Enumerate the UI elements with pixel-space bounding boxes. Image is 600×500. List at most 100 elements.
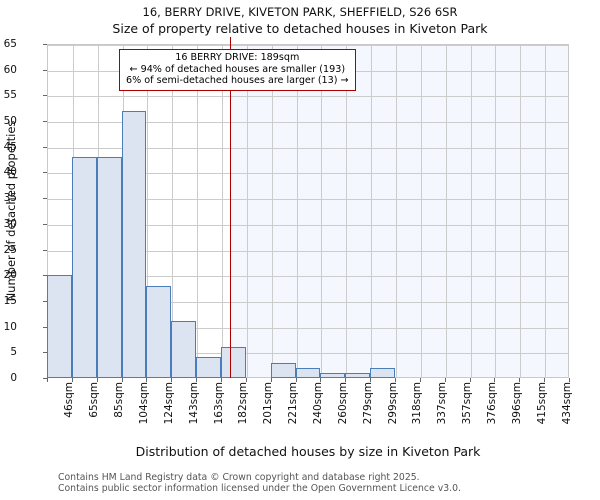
x-axis-tick-label: 260sqm [336,382,349,425]
grid-line-horizontal [48,301,568,303]
x-axis-tick-mark [295,378,297,382]
grid-line-horizontal [48,96,568,98]
footer-line-1: Contains HM Land Registry data © Crown c… [58,472,420,483]
grid-line-vertical [545,45,547,377]
y-axis-title: Number of detached properties [4,120,18,302]
grid-line-horizontal [48,122,568,124]
grid-line-horizontal [48,147,568,149]
x-axis-tick-mark [419,378,421,382]
y-axis-tick-label: 20 [3,269,17,282]
bar-series [47,44,569,378]
histogram-bar [370,367,395,378]
y-axis-tick-label: 30 [3,217,17,230]
histogram-bar [270,362,296,378]
footer-attribution: Contains HM Land Registry data © Crown c… [58,472,461,494]
x-axis-tick-label: 240sqm [312,382,324,425]
grid-line-vertical [396,45,397,377]
x-axis-tick-mark [196,378,198,382]
x-axis-tick-label: 143sqm [187,382,200,425]
x-axis-tick-mark [320,378,322,382]
x-axis-tick-mark [544,378,546,382]
x-axis-tick-mark [444,378,446,382]
y-axis-tick-label: 45 [3,140,17,153]
histogram-bar [171,321,197,378]
x-axis-tick-mark [494,378,496,382]
grid-line-vertical [222,45,223,377]
x-axis-tick-mark [469,378,471,382]
x-axis-tick-label: 104sqm [138,382,150,425]
y-axis-tick-label: 65 [3,38,17,50]
page-title: 16, BERRY DRIVE, KIVETON PARK, SHEFFIELD… [142,5,458,19]
x-axis-tick-mark [519,378,521,382]
y-axis-tick-label: 55 [3,89,17,102]
y-axis-tick-label: 10 [3,320,17,333]
y-axis-tick-label: 50 [3,115,17,128]
x-axis-tick-label: 337sqm [436,382,449,425]
x-axis-title: Distribution of detached houses by size … [135,444,481,459]
histogram-bar [47,275,72,378]
y-axis-tick-label: 25 [3,243,17,256]
x-axis-tick-mark [121,378,123,382]
x-axis-tick-label: 434sqm [560,382,573,425]
x-axis-tick-mark [171,378,173,382]
x-axis-tick-label: 46sqm [63,382,76,418]
chart-header: 16, BERRY DRIVE, KIVETON PARK, SHEFFIELD… [0,0,600,37]
x-axis-tick-mark [71,378,73,382]
larger-properties-shaded-region [230,45,568,377]
x-axis-tick-label: 182sqm [237,382,250,425]
grid-line-horizontal [48,353,568,355]
histogram-bar [96,157,122,378]
y-axis-tick-label: 60 [3,63,17,76]
grid-line-horizontal [48,250,568,252]
y-axis-tick-mark [43,69,47,71]
x-axis-tick-mark [270,378,272,382]
histogram-bar [295,367,321,378]
y-axis-tick-label: 40 [3,166,17,179]
x-axis-tick-mark [395,378,396,382]
grid-line-vertical [346,45,348,377]
grid-line-vertical [420,45,422,377]
grid-line-vertical [147,45,149,377]
grid-line-vertical [321,45,323,377]
grid-line-horizontal [48,276,568,278]
y-axis-tick-mark [43,378,47,379]
grid-line-horizontal [48,173,568,175]
histogram-bar [196,357,221,378]
x-axis-tick-label: 201sqm [262,382,275,425]
histogram-bar [146,285,172,378]
histogram-bar [320,372,346,378]
histogram-bar [71,157,97,378]
x-axis-tick-mark [47,378,48,382]
annotation-box: 16 BERRY DRIVE: 189sqm ← 94% of detached… [119,49,356,91]
y-axis-tick-mark [43,326,47,328]
grid-line-horizontal [48,224,568,226]
x-axis-tick-label: 357sqm [461,382,474,425]
y-axis-tick-mark [43,198,47,200]
footer-line-2: Contains public sector information licen… [58,483,461,494]
y-axis-tick-mark [43,44,47,45]
y-axis-tick-mark [43,223,47,225]
histogram-bar [345,372,371,378]
grid-line-vertical [296,45,298,377]
x-axis-tick-label: 221sqm [287,382,300,425]
page-subtitle: Size of property relative to detached ho… [112,21,488,36]
grid-line-vertical [197,45,199,377]
grid-line-vertical [470,45,472,377]
x-axis-tick-mark [569,378,570,382]
grid-line-vertical [271,45,273,377]
x-axis-tick-mark [221,378,222,382]
x-axis-tick-mark [96,378,98,382]
grid-line-vertical [495,45,497,377]
x-axis-tick-label: 415sqm [535,382,548,425]
grid-line-horizontal [48,45,568,46]
property-marker-line [229,37,232,378]
grid-line-vertical [172,45,174,377]
grid-line-vertical [246,45,248,377]
annotation-line-3: 6% of semi-detached houses are larger (1… [126,75,349,87]
grid-line-horizontal [48,199,568,201]
y-axis-tick-mark [43,249,47,251]
x-axis-tick-label: 376sqm [486,382,498,425]
x-axis-tick-label: 396sqm [510,382,523,425]
grid-line-horizontal [48,327,568,329]
y-axis-tick-mark [43,172,47,174]
